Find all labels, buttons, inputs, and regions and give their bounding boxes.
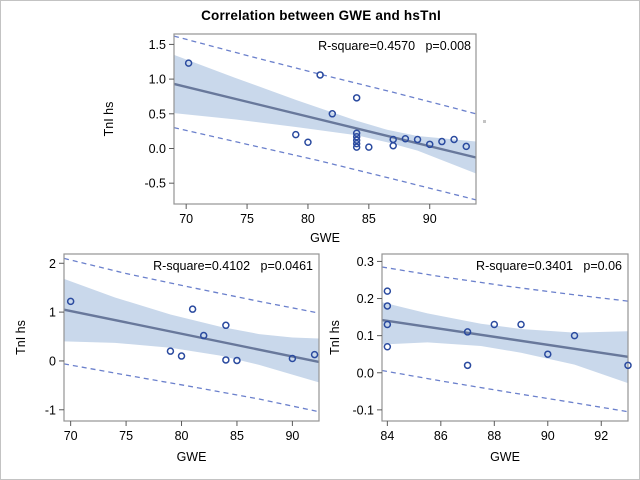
y-tick-label: 1.5 bbox=[149, 38, 166, 52]
x-tick-label: 90 bbox=[541, 429, 555, 443]
data-point bbox=[517, 320, 525, 329]
plot-frame bbox=[63, 253, 320, 422]
data-point bbox=[389, 141, 397, 150]
x-tick-label: 85 bbox=[230, 429, 244, 443]
x-tick-label: 92 bbox=[594, 429, 608, 443]
plot-frame bbox=[381, 253, 629, 422]
x-axis-label: GWE bbox=[177, 450, 207, 464]
data-point bbox=[316, 71, 324, 79]
y-tick-label: 0.5 bbox=[149, 107, 166, 121]
pred-upper-line bbox=[381, 266, 629, 302]
data-point bbox=[352, 132, 361, 141]
data-point bbox=[352, 129, 361, 137]
x-tick-label: 80 bbox=[301, 212, 315, 226]
data-point bbox=[328, 110, 337, 118]
fit-line bbox=[173, 82, 477, 159]
y-axis-label: TnI hs bbox=[328, 320, 342, 355]
fit-line bbox=[381, 318, 629, 358]
y-axis-label: TnI hs bbox=[102, 102, 116, 137]
x-tick-label: 90 bbox=[285, 429, 299, 443]
x-tick-label: 88 bbox=[487, 429, 501, 443]
data-point bbox=[463, 361, 472, 370]
data-point bbox=[352, 94, 361, 102]
data-point bbox=[383, 287, 392, 295]
chart-title: Correlation between GWE and hsTnI bbox=[201, 8, 441, 23]
pred-lower-line bbox=[173, 127, 477, 201]
stats-inset: R-square=0.4102 p=0.0461 bbox=[153, 259, 313, 273]
data-point bbox=[544, 350, 552, 358]
x-tick-label: 80 bbox=[175, 429, 189, 443]
y-tick-label: 1.0 bbox=[149, 73, 166, 87]
data-point bbox=[199, 331, 208, 340]
x-axis-label: GWE bbox=[310, 231, 340, 245]
data-point bbox=[222, 321, 230, 330]
stats-inset: R-square=0.4570 p=0.008 bbox=[318, 39, 471, 53]
data-point bbox=[401, 135, 410, 143]
y-tick-label: -0.5 bbox=[144, 177, 166, 191]
x-tick-label: 70 bbox=[64, 429, 78, 443]
data-point bbox=[463, 328, 472, 336]
data-point bbox=[413, 135, 422, 144]
y-tick-label: 0 bbox=[49, 354, 56, 368]
y-tick-label: 0.0 bbox=[357, 366, 374, 380]
data-point bbox=[425, 140, 434, 149]
data-point bbox=[383, 343, 392, 351]
pred-lower-line bbox=[381, 369, 629, 413]
data-point bbox=[352, 136, 361, 144]
data-point bbox=[450, 135, 458, 144]
y-axis-label: TnI hs bbox=[14, 320, 28, 355]
pred-upper-line bbox=[173, 35, 477, 115]
data-point bbox=[292, 130, 300, 139]
x-tick-label: 84 bbox=[380, 429, 394, 443]
data-point bbox=[383, 302, 392, 310]
data-point bbox=[352, 143, 361, 151]
confidence-band bbox=[64, 278, 319, 383]
pred-lower-line bbox=[63, 363, 320, 413]
data-point bbox=[462, 142, 471, 151]
x-tick-label: 86 bbox=[434, 429, 448, 443]
y-tick-label: 0.1 bbox=[357, 329, 374, 343]
data-point bbox=[166, 347, 175, 355]
x-axis-label: GWE bbox=[490, 450, 520, 464]
fit-line bbox=[63, 308, 320, 364]
data-point bbox=[66, 297, 75, 306]
y-tick-label: 0.2 bbox=[357, 292, 374, 306]
plot-frame bbox=[173, 33, 477, 205]
data-point bbox=[383, 320, 392, 329]
data-point bbox=[438, 137, 446, 146]
y-tick-label: 0.3 bbox=[357, 255, 374, 269]
data-point bbox=[184, 59, 193, 67]
data-point bbox=[233, 356, 241, 365]
confidence-band bbox=[382, 302, 628, 384]
data-point bbox=[490, 320, 499, 329]
data-point bbox=[188, 305, 197, 313]
y-tick-label: -0.1 bbox=[352, 403, 374, 417]
stats-inset: R-square=0.3401 p=0.06 bbox=[476, 259, 622, 273]
data-point bbox=[352, 139, 361, 148]
y-tick-label: 0.0 bbox=[149, 142, 166, 156]
stray-mark bbox=[483, 120, 486, 123]
data-point bbox=[222, 356, 230, 364]
data-point bbox=[177, 352, 186, 360]
y-tick-label: 2 bbox=[49, 257, 56, 271]
data-point bbox=[288, 354, 297, 363]
data-point bbox=[310, 350, 319, 359]
x-tick-label: 75 bbox=[119, 429, 133, 443]
confidence-band bbox=[174, 54, 476, 174]
y-tick-label: 1 bbox=[49, 306, 56, 320]
data-point bbox=[365, 143, 373, 151]
data-point bbox=[304, 138, 312, 146]
x-tick-label: 85 bbox=[362, 212, 376, 226]
x-tick-label: 90 bbox=[423, 212, 437, 226]
x-tick-label: 75 bbox=[240, 212, 254, 226]
data-point bbox=[624, 361, 632, 370]
data-point bbox=[570, 331, 579, 340]
x-tick-label: 70 bbox=[179, 212, 193, 226]
pred-upper-line bbox=[63, 257, 320, 314]
y-tick-label: -1 bbox=[45, 403, 56, 417]
